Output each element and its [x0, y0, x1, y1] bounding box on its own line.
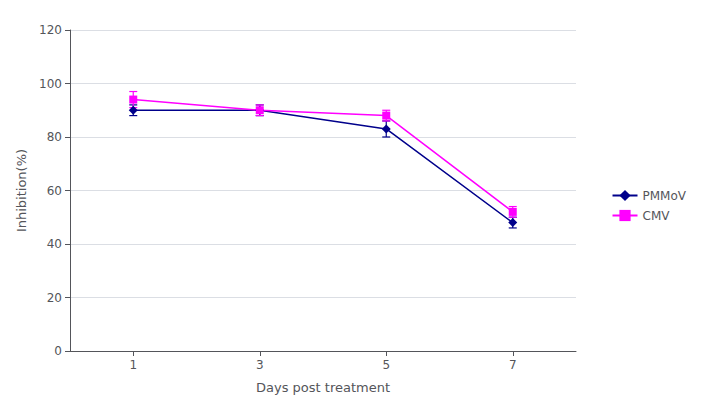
- svg-text:0: 0: [54, 344, 62, 358]
- svg-text:Days post treatment: Days post treatment: [256, 380, 390, 395]
- svg-text:CMV: CMV: [643, 209, 671, 223]
- svg-text:PMMoV: PMMoV: [643, 189, 687, 203]
- svg-text:20: 20: [47, 291, 62, 305]
- svg-text:7: 7: [509, 358, 517, 372]
- svg-text:3: 3: [256, 358, 264, 372]
- svg-text:40: 40: [47, 237, 62, 251]
- svg-text:100: 100: [39, 77, 62, 91]
- svg-text:5: 5: [382, 358, 390, 372]
- svg-text:60: 60: [47, 184, 62, 198]
- svg-text:1: 1: [129, 358, 137, 372]
- svg-text:80: 80: [47, 130, 62, 144]
- svg-text:Inhibition(%): Inhibition(%): [14, 149, 29, 232]
- svg-text:120: 120: [39, 23, 62, 37]
